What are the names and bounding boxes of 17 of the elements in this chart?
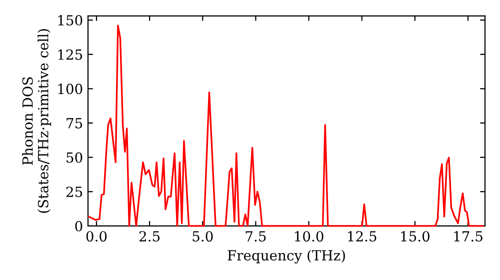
x-tick-label: 5.0 bbox=[192, 231, 213, 242]
y-tick-label: 125 bbox=[58, 49, 82, 60]
x-tick-label: 2.5 bbox=[139, 231, 160, 242]
x-tick-label: 7.5 bbox=[246, 231, 266, 242]
x-tick-label: 0.0 bbox=[86, 231, 107, 242]
x-tick-label: 12.5 bbox=[348, 231, 376, 242]
y-axis-title: Phonon DOS (States/THz·primitive cell) bbox=[22, 29, 52, 213]
y-tick-label: 150 bbox=[58, 15, 82, 26]
y-tick-label: 0 bbox=[75, 220, 82, 232]
y-tick-label: 75 bbox=[66, 118, 82, 128]
x-axis-title: Frequency (THz) bbox=[228, 250, 345, 264]
x-tick-label: 10.0 bbox=[295, 231, 324, 242]
y-tick-label: 100 bbox=[58, 84, 82, 94]
y-tick-label: 25 bbox=[66, 186, 82, 198]
y-tick-label: 50 bbox=[66, 152, 82, 163]
x-tick-label: 17.5 bbox=[454, 231, 482, 242]
x-tick-label: 15.0 bbox=[401, 231, 430, 242]
